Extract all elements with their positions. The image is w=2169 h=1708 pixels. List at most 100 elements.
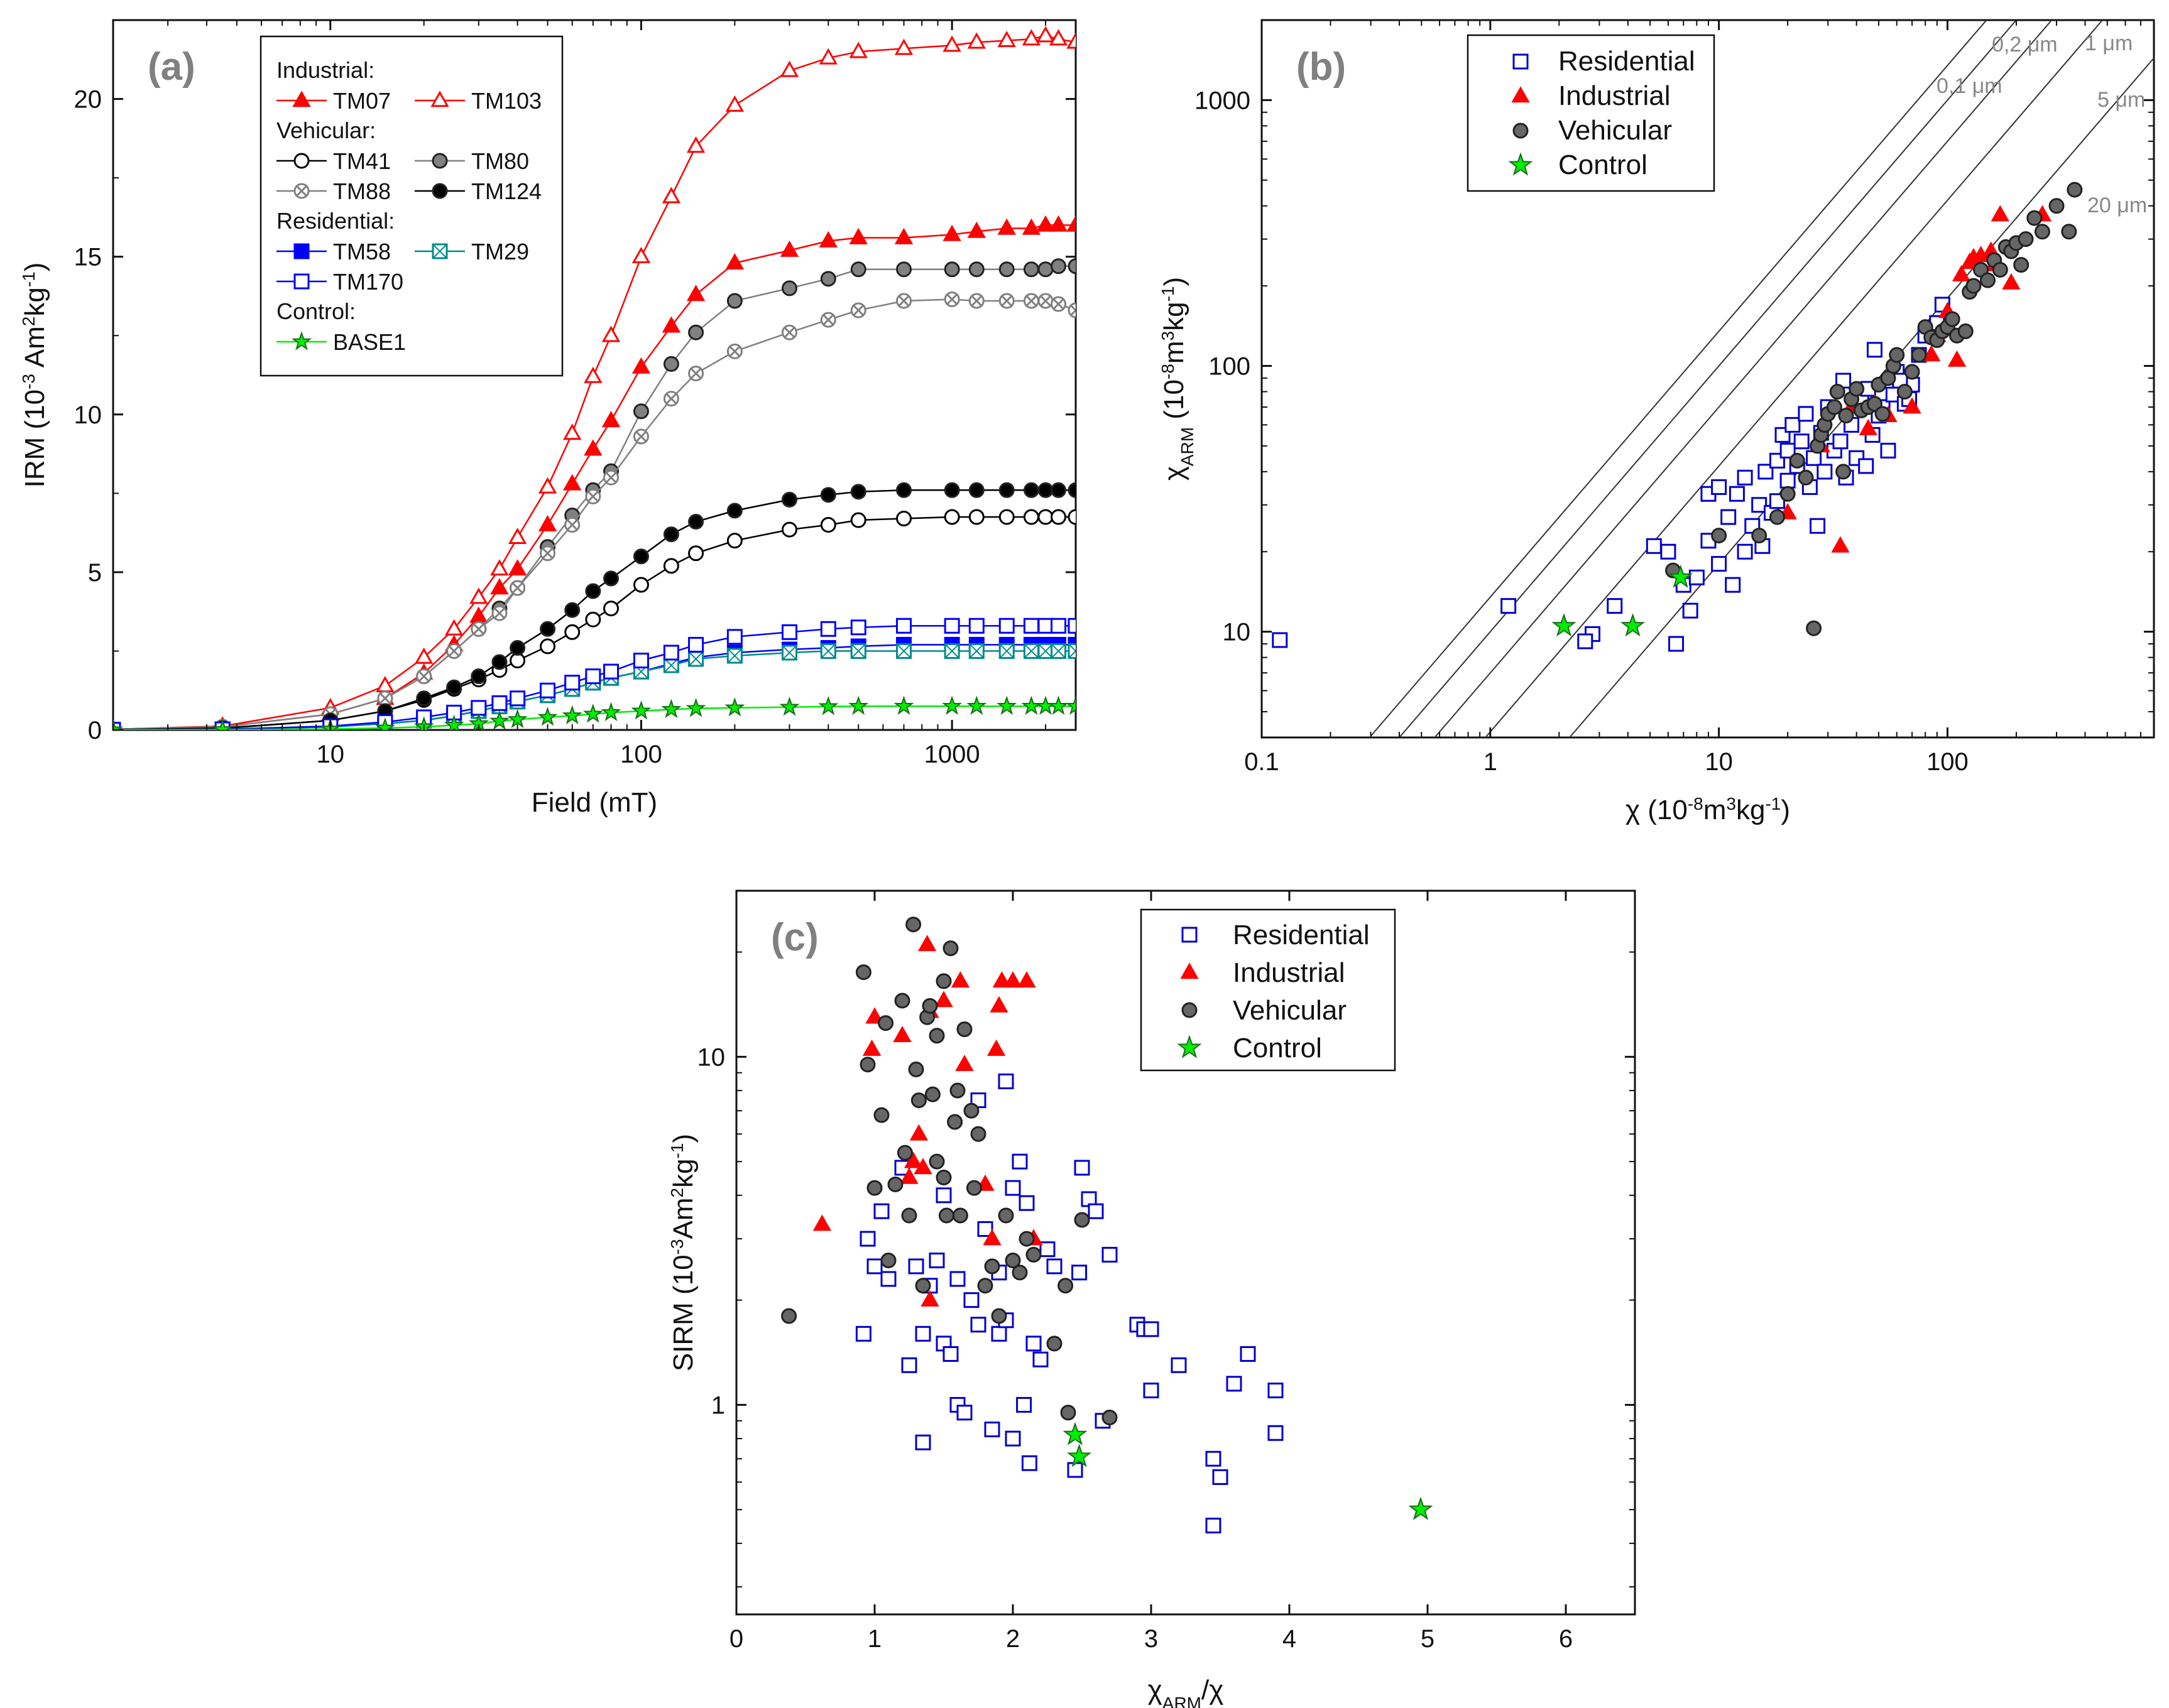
panel-label: (a)	[148, 45, 195, 89]
data-point	[819, 48, 838, 65]
data-point	[726, 648, 743, 664]
data-point	[1874, 406, 1891, 422]
data-point	[631, 357, 651, 374]
data-point	[1074, 1212, 1090, 1228]
y-tick-label: 0	[88, 717, 102, 744]
data-point	[538, 477, 557, 494]
data-point	[564, 517, 581, 533]
data-point	[490, 578, 509, 595]
data-point	[866, 1180, 883, 1196]
data-point	[1947, 350, 1967, 367]
label-part: 3	[1726, 794, 1736, 813]
data-point	[1088, 1203, 1104, 1219]
data-point-cross	[1001, 295, 1013, 307]
legend-marker	[293, 153, 310, 169]
label-part: Am	[19, 326, 50, 374]
grain-size-line	[1398, 20, 2018, 737]
legend-label: Industrial	[1558, 80, 1671, 111]
data-point	[1889, 347, 1905, 363]
data-point	[820, 487, 836, 503]
data-point	[968, 643, 985, 659]
data-point	[686, 136, 706, 153]
data-point	[922, 998, 938, 1014]
data-point	[936, 1187, 952, 1204]
data-point	[818, 696, 839, 715]
data-point	[970, 1126, 986, 1142]
y-tick-label: 20	[74, 86, 102, 114]
series-line	[113, 650, 1076, 730]
legend-marker	[1181, 1002, 1198, 1018]
data-point	[855, 964, 871, 981]
data-point	[1866, 342, 1882, 358]
data-point	[1806, 620, 1822, 636]
data-point	[848, 695, 869, 715]
legend-marker	[1180, 962, 1199, 979]
label-part: -1	[667, 1143, 687, 1158]
label-part: -8	[1688, 794, 1703, 813]
data-point	[1789, 452, 1805, 469]
data-point-cross	[946, 293, 958, 305]
data-point	[584, 366, 603, 383]
data-point	[582, 704, 603, 723]
series-base1	[113, 695, 1076, 730]
legend-group-label: Residential:	[276, 208, 395, 234]
series-group	[1272, 182, 2083, 652]
data-point	[1068, 643, 1076, 659]
label-part: χ	[1148, 1675, 1162, 1705]
data-point	[2018, 231, 2034, 247]
data-point	[585, 583, 601, 599]
data-point	[1779, 442, 1796, 459]
data-point	[998, 617, 1015, 634]
data-point	[663, 356, 679, 372]
legend-entry: Industrial	[1511, 80, 1671, 111]
data-point	[1682, 602, 1698, 619]
series-control	[1551, 564, 1693, 637]
y-axis-label: IRM (10-3 Am2kg-1)	[19, 263, 51, 488]
data-point	[1036, 26, 1055, 43]
legend-marker	[432, 183, 448, 199]
legend-marker	[430, 90, 449, 107]
y-tick-label: 5	[88, 559, 102, 587]
x-tick-label: 1	[1483, 748, 1497, 776]
data-point	[956, 1021, 973, 1037]
x-tick-label: 10	[1705, 748, 1733, 776]
data-point	[507, 709, 528, 729]
data-point-cross	[566, 519, 578, 531]
data-point	[929, 1252, 945, 1268]
y-tick-label: 10	[697, 1043, 726, 1071]
chart-b: 0,2 μm 1 μm 0,1 μm 5 μm 20 μm 0.1 1 10 100 10 100 1…	[1158, 19, 2155, 825]
data-point-cross	[969, 643, 985, 659]
data-point	[1779, 486, 1796, 502]
data-point	[997, 695, 1017, 715]
data-point	[1944, 311, 1960, 327]
legend-label: TM58	[333, 239, 391, 264]
label-part: -1	[1765, 794, 1781, 813]
data-point	[1205, 1450, 1221, 1467]
data-point	[1005, 1180, 1021, 1196]
label-part: -3	[667, 1239, 687, 1254]
data-point	[688, 636, 704, 653]
data-point	[663, 645, 679, 661]
data-point	[1101, 1409, 1118, 1425]
data-point	[1911, 347, 1927, 363]
data-point	[1068, 509, 1076, 525]
data-point	[880, 1252, 897, 1268]
legend-marker	[432, 243, 448, 259]
legend-marker	[1181, 927, 1198, 943]
data-point	[942, 940, 959, 957]
data-point	[1965, 278, 1982, 294]
data-point	[1016, 1396, 1032, 1413]
data-point	[849, 41, 868, 58]
legend-entry: Control	[1177, 1033, 1322, 1063]
data-point	[983, 1229, 1002, 1246]
series-group	[781, 917, 1433, 1534]
data-point	[1046, 1335, 1063, 1352]
label-part: )	[668, 1134, 699, 1143]
data-point-cross	[635, 431, 647, 442]
data-point-cross	[494, 607, 505, 619]
data-point	[489, 710, 510, 730]
data-point	[1023, 643, 1039, 659]
data-point	[585, 488, 601, 504]
data-point	[944, 482, 960, 498]
